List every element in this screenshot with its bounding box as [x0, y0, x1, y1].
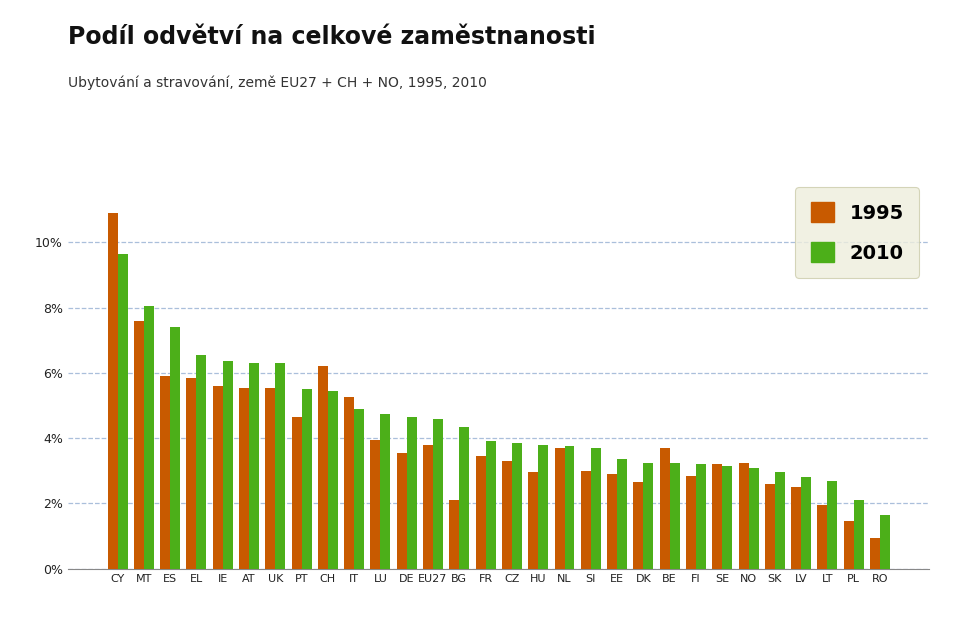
Bar	[870, 538, 879, 569]
Bar	[301, 389, 312, 569]
Bar	[643, 463, 653, 569]
Bar	[501, 461, 511, 569]
Bar	[144, 306, 153, 569]
Bar	[107, 213, 117, 569]
Bar	[187, 378, 196, 569]
Bar	[633, 482, 643, 569]
Bar	[669, 463, 679, 569]
Bar	[170, 327, 180, 569]
Bar	[580, 471, 590, 569]
Bar	[511, 443, 522, 569]
Bar	[318, 367, 327, 569]
Bar	[696, 465, 705, 569]
Bar	[475, 456, 486, 569]
Bar	[537, 445, 548, 569]
Bar	[344, 398, 354, 569]
Bar	[590, 448, 600, 569]
Bar	[370, 440, 380, 569]
Bar	[238, 387, 249, 569]
Bar	[528, 473, 537, 569]
Bar	[134, 320, 144, 569]
Bar	[747, 468, 758, 569]
Bar	[406, 417, 416, 569]
Bar	[774, 473, 784, 569]
Bar	[486, 441, 495, 569]
Bar	[196, 355, 206, 569]
Bar	[291, 417, 301, 569]
Bar	[721, 466, 732, 569]
Bar	[380, 414, 390, 569]
Bar	[397, 453, 406, 569]
Bar	[223, 362, 233, 569]
Bar	[827, 480, 836, 569]
Bar	[607, 474, 616, 569]
Bar	[276, 363, 285, 569]
Bar	[459, 427, 469, 569]
Bar	[265, 387, 276, 569]
Bar	[843, 521, 853, 569]
Bar	[554, 448, 564, 569]
Bar	[213, 386, 223, 569]
Bar	[433, 418, 443, 569]
Bar	[711, 465, 721, 569]
Bar	[423, 445, 433, 569]
Bar	[879, 515, 889, 569]
Bar	[659, 448, 669, 569]
Text: Podíl odvětví na celkové zaměstnanosti: Podíl odvětví na celkové zaměstnanosti	[68, 25, 595, 49]
Bar	[790, 487, 800, 569]
Bar	[616, 459, 626, 569]
Text: Ubytování a stravování, země EU27 + CH + NO, 1995, 2010: Ubytování a stravování, země EU27 + CH +…	[68, 76, 487, 90]
Bar	[564, 446, 573, 569]
Bar	[354, 409, 363, 569]
Bar	[327, 391, 337, 569]
Bar	[853, 501, 863, 569]
Bar	[764, 484, 774, 569]
Legend: 1995, 2010: 1995, 2010	[794, 186, 918, 278]
Bar	[738, 463, 747, 569]
Bar	[448, 501, 459, 569]
Bar	[249, 363, 259, 569]
Bar	[117, 253, 127, 569]
Bar	[160, 376, 170, 569]
Bar	[685, 476, 696, 569]
Bar	[817, 505, 827, 569]
Bar	[800, 477, 810, 569]
